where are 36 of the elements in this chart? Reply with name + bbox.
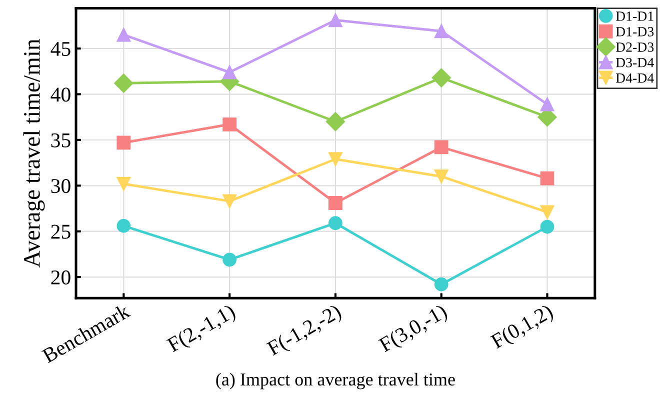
point xyxy=(222,117,237,132)
point xyxy=(116,176,131,191)
point xyxy=(114,74,134,93)
point xyxy=(434,277,448,292)
point xyxy=(116,28,131,42)
y-tick-label: 35 xyxy=(51,133,70,148)
legend-label: D1-D3 xyxy=(616,27,654,36)
legend-label: D4-D4 xyxy=(616,73,654,83)
x-axis-title: (a) Impact on average travel time xyxy=(216,372,455,390)
y-tick-label: 45 xyxy=(50,42,70,56)
y-tick-label: 25 xyxy=(51,224,70,239)
point xyxy=(222,194,237,208)
point xyxy=(328,196,342,210)
point xyxy=(328,13,342,28)
point xyxy=(434,140,448,154)
legend-label: D2-D3 xyxy=(616,42,654,52)
y-tick-label: 20 xyxy=(51,270,70,284)
point xyxy=(434,170,448,184)
point xyxy=(434,24,448,38)
legend-label: D3-D4 xyxy=(616,58,654,68)
point xyxy=(326,112,345,132)
point xyxy=(116,218,131,233)
point xyxy=(432,68,451,88)
point xyxy=(328,152,342,166)
y-axis-title: Average travel time/min xyxy=(23,39,45,268)
point xyxy=(540,220,554,234)
point xyxy=(222,65,237,80)
point xyxy=(328,216,342,230)
legend-label: D1-D1 xyxy=(616,12,654,21)
point xyxy=(222,252,237,267)
point xyxy=(540,171,554,186)
y-tick-label: 30 xyxy=(51,179,70,194)
point xyxy=(116,136,131,150)
point xyxy=(540,205,554,220)
y-tick-label: 40 xyxy=(50,88,70,102)
point xyxy=(540,97,554,112)
